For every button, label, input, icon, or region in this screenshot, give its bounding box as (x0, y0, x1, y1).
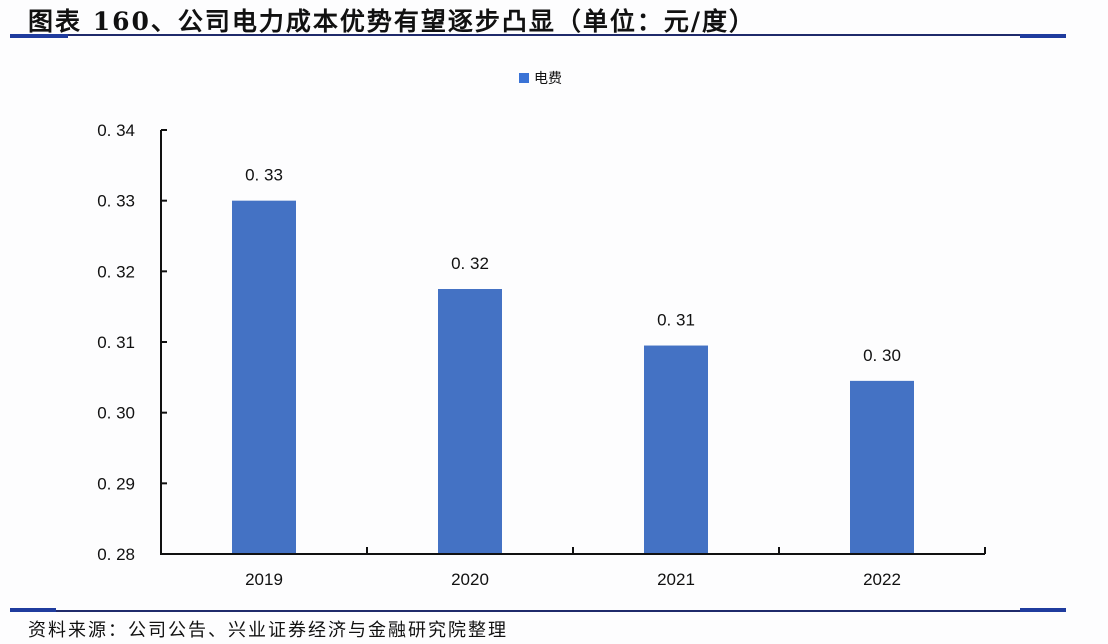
y-tick-label: 0. 29 (97, 474, 135, 493)
bar-value-label: 0. 33 (245, 166, 283, 185)
y-tick-label: 0. 32 (97, 262, 135, 281)
title-underline-accent-right (1020, 34, 1066, 38)
bar-2021 (644, 345, 708, 554)
bar-value-label: 0. 32 (451, 254, 489, 273)
legend-swatch-icon (519, 73, 529, 83)
title-underline (10, 34, 1066, 36)
source-note: 资料来源：公司公告、兴业证券经济与金融研究院整理 (28, 620, 508, 641)
x-axis: 2019 2020 2021 2022 (160, 547, 986, 589)
bar-value-label: 0. 31 (657, 311, 695, 330)
legend-label: 电费 (534, 71, 562, 87)
footer-rule (10, 610, 1066, 612)
chart-title: 图表 160、公司电力成本优势有望逐步凸显（单位：元/度） (28, 7, 757, 36)
y-tick-label: 0. 30 (97, 404, 135, 423)
footer-rule-accent-right (1020, 608, 1066, 612)
title-underline-accent-left (10, 34, 68, 38)
bar-2019 (232, 200, 296, 554)
y-tick-label: 0. 31 (97, 333, 135, 352)
x-tick-label: 2020 (451, 570, 489, 589)
y-tick-label: 0. 28 (97, 545, 135, 564)
y-tick-label: 0. 34 (97, 121, 135, 140)
x-tick-label: 2021 (657, 570, 695, 589)
bar-2022 (850, 380, 914, 554)
y-tick-label: 0. 33 (97, 192, 135, 211)
legend: 电费 (519, 68, 562, 88)
x-tick-label: 2019 (245, 570, 283, 589)
x-tick-label: 2022 (863, 570, 901, 589)
bars: 0. 33 0. 32 0. 31 0. 30 (232, 166, 914, 554)
bar-value-label: 0. 30 (863, 346, 901, 365)
bar-2020 (438, 289, 502, 554)
y-axis-ticks: 0. 28 0. 29 0. 30 0. 31 0. 32 0. 33 0. 34 (97, 121, 167, 564)
footer-rule-accent-left (10, 608, 56, 612)
